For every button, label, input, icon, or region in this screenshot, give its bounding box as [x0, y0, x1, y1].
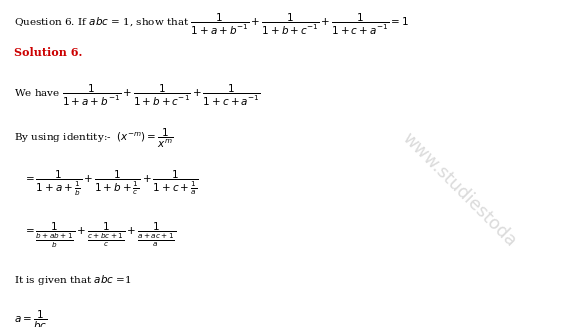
Text: $=\dfrac{1}{\frac{b+ab+1}{b}}+\dfrac{1}{\frac{c+bc+1}{c}}+\dfrac{1}{\frac{a+ac+1: $=\dfrac{1}{\frac{b+ab+1}{b}}+\dfrac{1}{…	[23, 221, 176, 250]
Text: By using identity:-  $(x^{-m})=\dfrac{1}{x^{m}}$: By using identity:- $(x^{-m})=\dfrac{1}{…	[14, 126, 174, 149]
Text: We have $\dfrac{1}{1+a+b^{-1}}+\dfrac{1}{1+b+c^{-1}}+\dfrac{1}{1+c+a^{-1}}$: We have $\dfrac{1}{1+a+b^{-1}}+\dfrac{1}…	[14, 83, 261, 109]
Text: It is given that $abc$ =1: It is given that $abc$ =1	[14, 273, 132, 287]
Text: www.studiestoda: www.studiestoda	[398, 129, 520, 250]
Text: Question 6. If $abc$ = 1, show that $\dfrac{1}{1+a+b^{-1}}+\dfrac{1}{1+b+c^{-1}}: Question 6. If $abc$ = 1, show that $\df…	[14, 11, 409, 37]
Text: Solution 6.: Solution 6.	[14, 47, 83, 59]
Text: $a=\dfrac{1}{bc}$: $a=\dfrac{1}{bc}$	[14, 309, 48, 327]
Text: $=\dfrac{1}{1+a+\frac{1}{b}}+\dfrac{1}{1+b+\frac{1}{c}}+\dfrac{1}{1+c+\frac{1}{a: $=\dfrac{1}{1+a+\frac{1}{b}}+\dfrac{1}{1…	[23, 168, 199, 198]
